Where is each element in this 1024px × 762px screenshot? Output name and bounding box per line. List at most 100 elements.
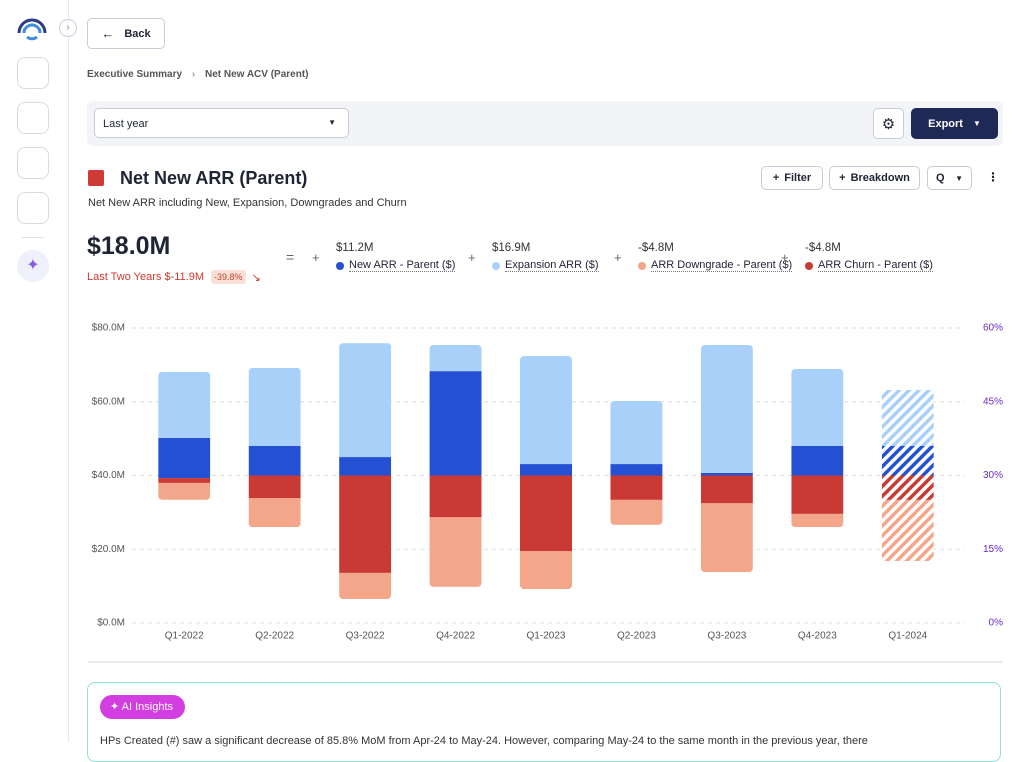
legend-entry: ARR Downgrade - Parent ($) (638, 259, 793, 272)
legend-label: Expansion ARR ($) (505, 259, 599, 272)
caret: ▼ (972, 119, 981, 128)
plus: + (772, 172, 780, 184)
legend-swatch (638, 261, 646, 270)
x-tick-label: Q4-2022 (436, 631, 475, 642)
trend-icon: ↘ (251, 271, 261, 284)
legend-label: New ARR - Parent ($) (349, 259, 456, 272)
bar-segment (881, 389, 934, 446)
nav-touch[interactable] (17, 147, 49, 179)
bar-group (881, 389, 934, 562)
total-value: $18.0M (87, 232, 171, 260)
bar-group (339, 343, 392, 600)
y2-tick-label: 60% (983, 323, 1003, 334)
plus-sign: + (781, 250, 789, 265)
nav-ai[interactable]: ✦ (17, 250, 49, 282)
bar-segment (519, 551, 573, 590)
bar-segment (248, 497, 301, 528)
bar-segment (429, 517, 482, 587)
bar-segment (881, 499, 934, 562)
legend-item[interactable]: -$4.8M ARR Churn - Parent ($) (805, 242, 933, 272)
nav-user[interactable] (17, 192, 49, 224)
bar-segment (610, 475, 663, 500)
y-tick-label: $0.0M (97, 618, 125, 629)
filter-button[interactable]: + Filter (761, 166, 823, 190)
change-badge: -39.8% (211, 270, 246, 284)
period-label: Last year (103, 118, 149, 130)
bar-segment (158, 482, 211, 500)
legend-item[interactable]: $11.2M New ARR - Parent ($) (336, 242, 456, 272)
legend-label: ARR Churn - Parent ($) (818, 259, 933, 272)
bar-group (519, 356, 573, 590)
legend-label: ARR Downgrade - Parent ($) (651, 259, 793, 272)
legend-entry: ARR Churn - Parent ($) (805, 259, 933, 272)
bar-segment (881, 446, 934, 476)
metric-value: $11.2M (336, 242, 374, 254)
settings-button[interactable]: ⚙ (873, 108, 904, 139)
granularity-label: Q (936, 172, 945, 184)
bar-segment (339, 343, 392, 458)
bar-segment (519, 464, 573, 476)
divider (22, 237, 44, 238)
chart: $0.0M $20.0M $40.0M $60.0M $80.0M 0% 15% 30% 45%… (88, 323, 1003, 663)
bar-group (429, 344, 482, 587)
bar-group (158, 371, 211, 500)
legend-swatch (805, 261, 813, 270)
legend-entry: Expansion ARR ($) (492, 259, 599, 272)
legend-item[interactable]: -$4.8M ARR Downgrade - Parent ($) (638, 242, 793, 272)
logo (17, 18, 47, 41)
granularity-select[interactable]: Q ▼ (927, 166, 972, 190)
nav-dashboard[interactable] (17, 57, 49, 89)
equals-sign: = (286, 249, 295, 265)
nav-funnel[interactable] (17, 102, 49, 134)
x-tick-label: Q1-2024 (888, 631, 927, 642)
plus: + (839, 172, 846, 184)
bar-segment (610, 464, 663, 476)
breadcrumb-item[interactable]: Executive Summary (87, 69, 183, 80)
bar-segment (610, 401, 663, 465)
bar-segment (791, 446, 844, 476)
legend-item[interactable]: $16.9M Expansion ARR ($) (492, 242, 599, 272)
title-swatch (88, 170, 104, 186)
breadcrumb-item: Net New ACV (Parent) (204, 69, 309, 80)
bar-segment (339, 475, 392, 573)
metric-value: -$4.8M (638, 242, 674, 254)
caret: ▼ (955, 174, 963, 183)
chart-title: Net New ARR (Parent) (120, 168, 308, 188)
insights-badge[interactable]: ✦ AI Insights (100, 695, 186, 719)
y-tick-label: $80.0M (92, 323, 125, 334)
back-label: Back (124, 27, 151, 40)
bar-segment (429, 475, 482, 518)
bar-segment (248, 446, 301, 476)
bar-segment (700, 472, 753, 476)
y2-tick-label: 15% (983, 544, 1003, 555)
chart-subtitle: Net New ARR including New, Expansion, Do… (88, 197, 407, 209)
export-button[interactable]: Export ▼ (911, 108, 998, 139)
plus-sign: + (468, 250, 476, 265)
bar-segment (610, 499, 663, 525)
breakdown-label: Breakdown (850, 172, 910, 184)
bar-segment (248, 367, 301, 446)
comparison: Last Two Years $-11.9M -39.8% ↘ (87, 270, 261, 284)
comparison-label: Last Two Years $-11.9M (87, 271, 204, 283)
bar-segment (339, 457, 392, 476)
filter-label: Filter (784, 172, 812, 184)
bar-segment (881, 475, 934, 500)
sidebar: › ✦ (0, 0, 77, 742)
bar-segment (158, 478, 211, 483)
period-select[interactable]: Last year ▼ (94, 108, 349, 138)
collapse-toggle[interactable]: › (59, 19, 77, 37)
x-tick-label: Q1-2023 (527, 631, 566, 642)
bar-segment (339, 572, 392, 600)
bar-segment (700, 344, 753, 473)
insights-panel: ✦ AI Insights HPs Created (#) saw a sign… (87, 682, 1001, 762)
x-tick-label: Q2-2023 (617, 631, 656, 642)
y-tick-label: $20.0M (92, 544, 125, 555)
back-button[interactable]: ← Back (87, 18, 165, 49)
more-menu[interactable]: ⋮ (987, 170, 999, 184)
back-arrow: ← (101, 26, 115, 41)
x-tick-label: Q3-2022 (346, 631, 385, 642)
breadcrumb-sep: › (191, 69, 196, 80)
breakdown-button[interactable]: + Breakdown (829, 166, 920, 190)
bar-segment (429, 371, 482, 476)
